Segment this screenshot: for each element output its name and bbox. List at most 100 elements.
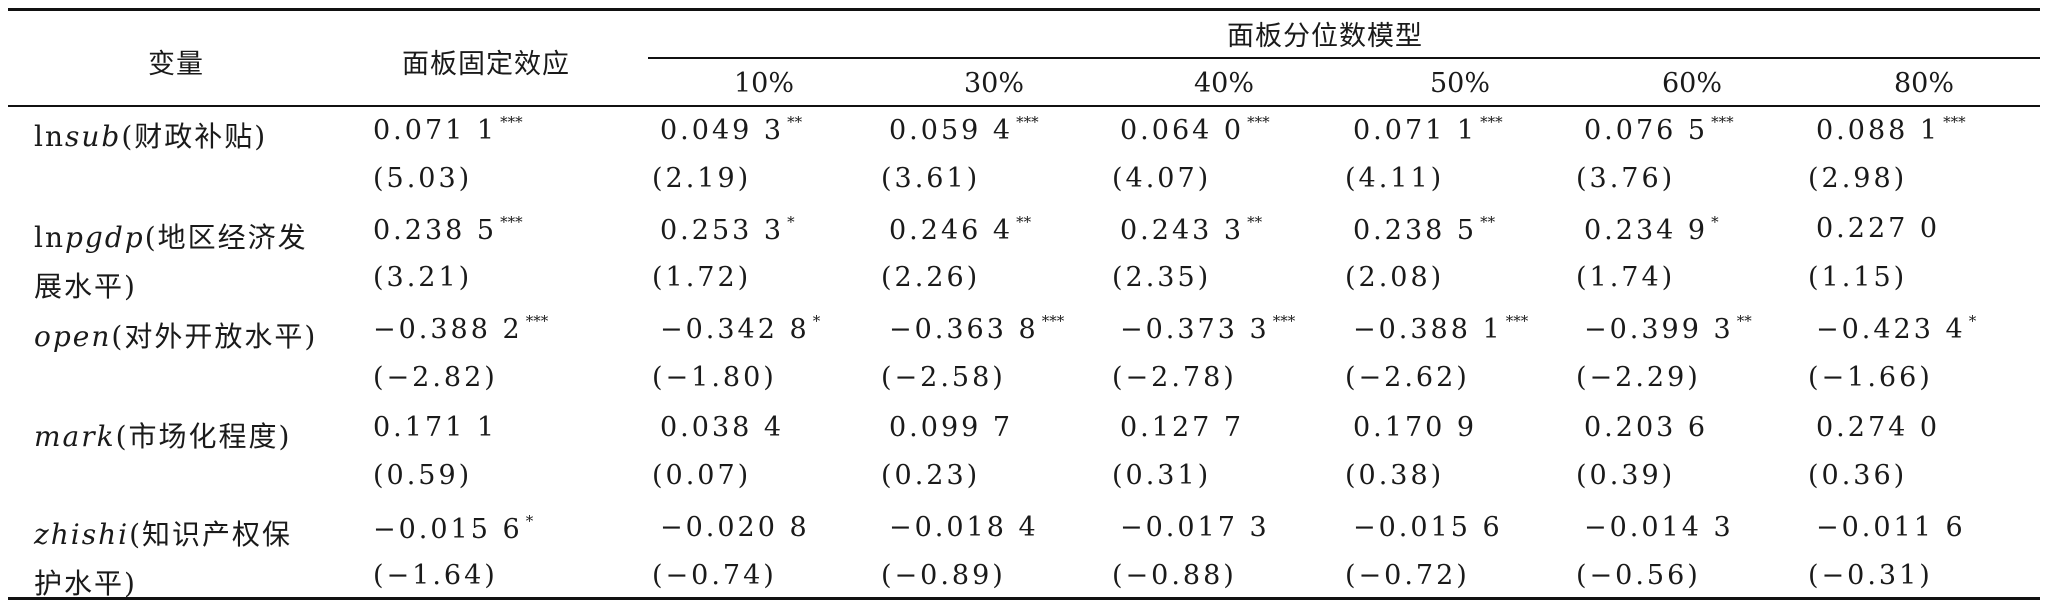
coefficient-value: 0.088 1 bbox=[1816, 115, 1941, 146]
t-statistic-cell: (−2.78) bbox=[1112, 362, 1237, 393]
coefficient-value: 0.059 4 bbox=[889, 115, 1014, 146]
significance-stars: *** bbox=[1711, 113, 1734, 131]
variable-code: sub bbox=[65, 120, 122, 153]
coefficient-cell: −0.388 2 *** bbox=[373, 312, 548, 345]
coefficient-cell: 0.127 7 bbox=[1120, 412, 1244, 443]
t-statistic-cell: (−2.82) bbox=[373, 362, 498, 393]
coefficient-cell: −0.399 3 ** bbox=[1584, 312, 1752, 345]
significance-stars: * bbox=[525, 512, 534, 530]
header-quantile-model: 面板分位数模型 bbox=[1227, 21, 1423, 52]
coefficient-value: −0.017 3 bbox=[1120, 512, 1270, 543]
variable-description: (地区经济发 bbox=[144, 221, 308, 254]
coefficient-value: −0.423 4 bbox=[1816, 314, 1966, 345]
variable-label: lnpgdp(地区经济发 bbox=[34, 216, 308, 256]
t-statistic-cell: (−0.56) bbox=[1576, 560, 1701, 591]
coefficient-value: 0.234 9 bbox=[1584, 215, 1709, 246]
coefficient-value: −0.363 8 bbox=[889, 314, 1039, 345]
coefficient-cell: −0.373 3 *** bbox=[1120, 312, 1295, 345]
significance-stars: ** bbox=[1247, 213, 1263, 231]
coefficient-value: −0.020 8 bbox=[660, 512, 810, 543]
coefficient-cell: 0.238 5 ** bbox=[1353, 213, 1495, 246]
significance-stars: * bbox=[1968, 312, 1977, 330]
variable-label-continued: 护水平) bbox=[34, 567, 137, 600]
significance-stars: *** bbox=[1505, 312, 1529, 330]
coefficient-value: −0.011 6 bbox=[1816, 512, 1966, 543]
coefficient-value: 0.238 5 bbox=[373, 215, 498, 246]
t-statistic-cell: (−2.62) bbox=[1345, 362, 1470, 393]
t-statistic-cell: (0.39) bbox=[1576, 460, 1676, 491]
t-statistic-cell: (3.76) bbox=[1576, 163, 1676, 194]
t-statistic-cell: (0.07) bbox=[652, 460, 752, 491]
t-statistic-cell: (3.21) bbox=[373, 262, 473, 293]
t-statistic-cell: (−1.66) bbox=[1808, 362, 1933, 393]
significance-stars: * bbox=[1711, 213, 1719, 231]
variable-description: (财政补贴) bbox=[121, 120, 268, 153]
header-bottom-rule bbox=[8, 105, 2040, 107]
variable-label: open(对外开放水平) bbox=[34, 315, 317, 355]
header-quantile: 80% bbox=[1893, 68, 1954, 99]
coefficient-cell: 0.088 1 *** bbox=[1816, 113, 1966, 146]
coefficient-value: 0.203 6 bbox=[1584, 412, 1709, 443]
significance-stars: * bbox=[812, 312, 821, 330]
significance-stars: *** bbox=[525, 312, 549, 330]
significance-stars: ** bbox=[787, 113, 803, 131]
t-statistic-cell: (2.35) bbox=[1112, 262, 1212, 293]
variable-label: zhishi(知识产权保 bbox=[34, 513, 292, 553]
coefficient-cell: 0.203 6 bbox=[1584, 412, 1708, 443]
t-statistic-cell: (5.03) bbox=[373, 163, 473, 194]
coefficient-cell: 0.076 5 *** bbox=[1584, 113, 1734, 146]
significance-stars: *** bbox=[1247, 113, 1270, 131]
coefficient-value: 0.246 4 bbox=[889, 215, 1014, 246]
header-quantile: 30% bbox=[963, 68, 1024, 99]
coefficient-cell: −0.388 1 *** bbox=[1353, 312, 1528, 345]
t-statistic-cell: (0.31) bbox=[1112, 460, 1212, 491]
quantile-group-rule bbox=[648, 57, 2040, 59]
variable-code: open bbox=[34, 320, 112, 353]
t-statistic-cell: (0.59) bbox=[373, 460, 473, 491]
significance-stars: * bbox=[787, 213, 795, 231]
t-statistic-cell: (−2.29) bbox=[1576, 362, 1701, 393]
variable-description: (对外开放水平) bbox=[111, 320, 318, 353]
significance-stars: ** bbox=[1016, 213, 1032, 231]
coefficient-value: 0.227 0 bbox=[1816, 213, 1941, 244]
t-statistic-cell: (2.19) bbox=[652, 163, 752, 194]
table-top-rule bbox=[8, 8, 2040, 11]
coefficient-cell: 0.171 1 bbox=[373, 412, 497, 443]
coefficient-value: −0.388 1 bbox=[1353, 314, 1503, 345]
coefficient-value: 0.238 5 bbox=[1353, 215, 1478, 246]
header-quantile: 60% bbox=[1661, 68, 1722, 99]
variable-label: mark(市场化程度) bbox=[34, 415, 291, 455]
t-statistic-cell: (−0.74) bbox=[652, 560, 777, 591]
coefficient-value: −0.388 2 bbox=[373, 314, 523, 345]
coefficient-cell: 0.071 1 *** bbox=[1353, 113, 1503, 146]
coefficient-cell: −0.015 6 bbox=[1353, 512, 1503, 543]
coefficient-value: 0.064 0 bbox=[1120, 115, 1245, 146]
coefficient-cell: 0.246 4 ** bbox=[889, 213, 1031, 246]
t-statistic-cell: (−2.58) bbox=[881, 362, 1006, 393]
coefficient-value: 0.071 1 bbox=[373, 115, 498, 146]
significance-stars: *** bbox=[1943, 113, 1966, 131]
t-statistic-cell: (1.72) bbox=[652, 262, 752, 293]
coefficient-cell: −0.020 8 bbox=[660, 512, 810, 543]
significance-stars: *** bbox=[1272, 312, 1296, 330]
coefficient-cell: −0.423 4 * bbox=[1816, 312, 1976, 345]
coefficient-cell: 0.059 4 *** bbox=[889, 113, 1039, 146]
t-statistic-cell: (−0.88) bbox=[1112, 560, 1237, 591]
coefficient-cell: −0.011 6 bbox=[1816, 512, 1966, 543]
t-statistic-cell: (−1.64) bbox=[373, 560, 498, 591]
coefficient-cell: 0.099 7 bbox=[889, 412, 1013, 443]
t-statistic-cell: (−0.72) bbox=[1345, 560, 1470, 591]
significance-stars: ** bbox=[1736, 312, 1752, 330]
coefficient-value: 0.170 9 bbox=[1353, 412, 1478, 443]
coefficient-value: 0.274 0 bbox=[1816, 412, 1941, 443]
t-statistic-cell: (4.11) bbox=[1345, 163, 1445, 194]
t-statistic-cell: (1.15) bbox=[1808, 262, 1908, 293]
significance-stars: *** bbox=[500, 113, 523, 131]
significance-stars: *** bbox=[1041, 312, 1065, 330]
t-statistic-cell: (3.61) bbox=[881, 163, 981, 194]
coefficient-value: 0.253 3 bbox=[660, 215, 785, 246]
coefficient-value: −0.015 6 bbox=[1353, 512, 1503, 543]
coefficient-value: −0.018 4 bbox=[889, 512, 1039, 543]
t-statistic-cell: (2.08) bbox=[1345, 262, 1445, 293]
coefficient-cell: −0.018 4 bbox=[889, 512, 1039, 543]
